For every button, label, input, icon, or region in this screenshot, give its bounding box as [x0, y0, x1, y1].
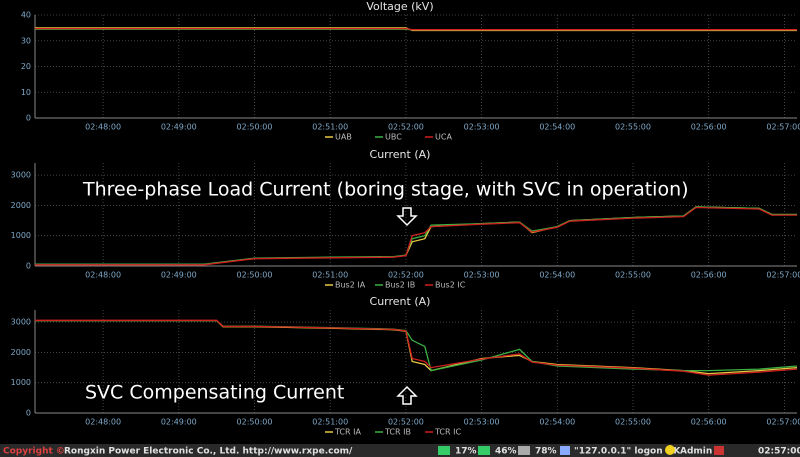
- legend-label: TCR IA: [334, 428, 361, 437]
- x-tick-label: 02:53:00: [464, 271, 500, 280]
- network-icon: [560, 446, 570, 455]
- x-tick-label: 02:57:00: [766, 271, 800, 280]
- y-tick-label: 20: [21, 62, 31, 71]
- x-tick-label: 02:48:00: [85, 123, 121, 132]
- x-tick-label: 02:53:00: [464, 123, 500, 132]
- user: Admin: [680, 447, 712, 457]
- y-tick-label: 40: [21, 11, 31, 20]
- x-tick-label: 02:48:00: [85, 271, 121, 280]
- y-tick-label: 0: [26, 262, 31, 271]
- x-tick-label: 02:51:00: [312, 123, 348, 132]
- x-tick-label: 02:49:00: [161, 271, 197, 280]
- status: "127.0.0.1" logon OK: [574, 447, 681, 457]
- annotation: Three-phase Load Current (boring stage, …: [82, 179, 689, 201]
- legend-label: UBC: [385, 133, 402, 142]
- memory-icon: [478, 446, 490, 455]
- arrow-down: [396, 207, 418, 227]
- chart-title: Voltage (kV): [366, 0, 433, 13]
- x-tick-label: 02:57:00: [766, 418, 800, 427]
- annotation: SVC Compensating Current: [85, 382, 344, 404]
- company: Rongxin Power Electronic Co., Ltd. http:…: [64, 447, 353, 457]
- series-line: [35, 206, 797, 266]
- x-tick-label: 02:55:00: [615, 123, 651, 132]
- legend-label: Bus2 IB: [385, 281, 415, 290]
- legend-label: UCA: [435, 133, 452, 142]
- x-tick-label: 02:53:00: [464, 418, 500, 427]
- x-tick-label: 02:56:00: [691, 271, 727, 280]
- x-tick-label: 02:50:00: [237, 271, 273, 280]
- legend-label: Bus2 IC: [435, 281, 466, 290]
- arrow-up: [396, 385, 418, 405]
- y-tick-label: 10: [21, 88, 31, 97]
- x-tick-label: 02:49:00: [161, 418, 197, 427]
- y-tick-label: 1000: [11, 378, 31, 387]
- legend-label: UAB: [335, 133, 352, 142]
- x-tick-label: 02:54:00: [539, 271, 575, 280]
- chart: Voltage (kV) 0 10 20 30 40 02:48:00 02:49:00 02:…: [21, 0, 800, 142]
- disk-icon: [518, 446, 530, 455]
- x-tick-label: 02:54:00: [539, 123, 575, 132]
- cpu-icon: [438, 446, 450, 455]
- chart-title: Current (A): [370, 295, 431, 308]
- y-tick-label: 0: [26, 409, 31, 418]
- cpu: 17%: [455, 447, 477, 457]
- y-tick-label: 30: [21, 36, 31, 45]
- y-tick-label: 2000: [11, 348, 31, 357]
- clock: 02:57:00: [758, 447, 800, 457]
- copyright: Copyright ©: [3, 447, 65, 457]
- chart: Current (A) 0 1000 2000 3000 02:48:00 02:49:00…: [11, 148, 800, 290]
- disk: 78%: [535, 447, 557, 457]
- sound-icon[interactable]: [714, 446, 724, 455]
- chart-title: Current (A): [370, 148, 431, 161]
- x-tick-label: 02:52:00: [388, 123, 424, 132]
- x-tick-label: 02:48:00: [85, 418, 121, 427]
- chart: Current (A) 0 1000 2000 3000 02:48:00 02:49:00…: [11, 295, 800, 437]
- y-tick-label: 0: [26, 114, 31, 123]
- status-bar: [0, 444, 800, 457]
- series-line: [35, 27, 797, 31]
- x-tick-label: 02:51:00: [312, 271, 348, 280]
- x-tick-label: 02:52:00: [388, 418, 424, 427]
- y-tick-label: 2000: [11, 201, 31, 210]
- x-tick-label: 02:52:00: [388, 271, 424, 280]
- x-tick-label: 02:55:00: [615, 418, 651, 427]
- x-tick-label: 02:56:00: [691, 418, 727, 427]
- x-tick-label: 02:49:00: [161, 123, 197, 132]
- legend-label: Bus2 IA: [335, 281, 366, 290]
- series-line: [35, 319, 798, 375]
- series-line: [35, 319, 798, 372]
- y-tick-label: 3000: [11, 171, 31, 180]
- legend-label: TCR IB: [384, 428, 411, 437]
- x-tick-label: 02:50:00: [237, 418, 273, 427]
- series-line: [35, 319, 798, 376]
- x-tick-label: 02:57:00: [766, 123, 800, 132]
- x-tick-label: 02:56:00: [691, 123, 727, 132]
- user-icon: [665, 445, 675, 455]
- y-tick-label: 3000: [11, 318, 31, 327]
- charts: Voltage (kV) 0 10 20 30 40 02:48:00 02:49:00 02:…: [11, 0, 800, 437]
- x-tick-label: 02:51:00: [312, 418, 348, 427]
- x-tick-label: 02:54:00: [539, 418, 575, 427]
- x-tick-label: 02:55:00: [615, 271, 651, 280]
- memory: 46%: [495, 447, 517, 457]
- x-tick-label: 02:50:00: [237, 123, 273, 132]
- legend-label: TCR IC: [434, 428, 461, 437]
- y-tick-label: 1000: [11, 231, 31, 240]
